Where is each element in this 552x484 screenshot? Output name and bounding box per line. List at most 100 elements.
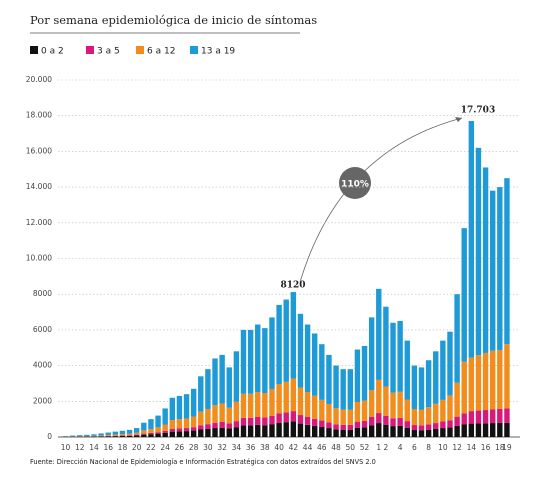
bar-segment — [91, 435, 97, 437]
x-tick-label: 34 — [232, 443, 242, 452]
bar-segment — [183, 418, 190, 429]
chart-title: Por semana epidemiológica de inicio de s… — [30, 13, 317, 27]
bar-segment — [255, 424, 261, 437]
bar-segment — [440, 428, 446, 437]
x-tick-label: 42 — [289, 443, 299, 452]
bar-segment — [304, 424, 311, 437]
x-tick-label: 4 — [398, 443, 403, 452]
bar-segment — [354, 349, 361, 403]
bar-segment — [247, 329, 254, 394]
bar-segment — [155, 427, 161, 433]
bar-segment — [148, 419, 154, 429]
bar-segment — [169, 431, 175, 437]
bar-segment — [84, 434, 90, 437]
bar-segment — [333, 429, 339, 437]
bar-segment — [304, 417, 311, 425]
bar-segment — [418, 425, 425, 431]
bar-segment — [126, 429, 133, 434]
bar-segment — [255, 417, 261, 425]
x-tick-label: 14 — [89, 443, 99, 452]
bar-segment — [425, 407, 432, 425]
bar-segment — [397, 391, 403, 418]
bar-segment — [141, 433, 147, 435]
bar-segment — [141, 422, 147, 431]
bar-segment — [468, 423, 475, 437]
bar-segment — [383, 415, 389, 425]
x-tick-label: 18 — [495, 443, 505, 452]
bar-segment — [226, 407, 232, 424]
bar-segment — [461, 424, 467, 437]
bar-segment — [126, 435, 133, 436]
bar-segment — [183, 431, 190, 437]
bar-segment — [297, 387, 304, 416]
bar-segment — [198, 376, 204, 412]
x-tick-label: 16 — [481, 443, 491, 452]
bar-segment — [319, 344, 325, 400]
bar-segment — [404, 399, 410, 422]
legend-swatch — [30, 46, 38, 54]
bar-segment — [297, 313, 304, 388]
bar-segment — [475, 355, 482, 411]
bar-segment — [176, 395, 183, 420]
bar-segment — [347, 369, 353, 410]
x-tick-label: 10 — [61, 443, 71, 452]
bar-segment — [247, 393, 254, 418]
bar-segment — [425, 429, 432, 437]
bar-segment — [390, 322, 396, 393]
arrow-head — [455, 117, 462, 122]
bar-segment — [169, 428, 175, 432]
bar-segment — [205, 428, 211, 437]
y-tick-label: 10.000 — [26, 254, 52, 263]
bar-segment — [112, 434, 119, 436]
bar-segment — [404, 340, 410, 400]
x-tick-label: 6 — [412, 443, 417, 452]
bar-segment — [190, 430, 197, 437]
bar-segment — [69, 435, 76, 437]
bar-segment — [198, 411, 204, 426]
bar-segment — [319, 427, 325, 437]
bar-segment — [162, 424, 168, 431]
bar-segment — [219, 422, 225, 428]
bar-segment — [390, 418, 396, 427]
bar-segment — [312, 425, 318, 437]
bar-segment — [447, 331, 453, 396]
bar-segment — [433, 428, 439, 437]
bar-segment — [247, 425, 254, 437]
x-tick-label: 52 — [360, 443, 370, 452]
bar-segment — [276, 383, 282, 414]
bar-segment — [276, 304, 282, 384]
bar-segment — [269, 415, 275, 425]
bar-segment — [290, 292, 297, 379]
bar-segment — [269, 424, 275, 437]
annotation: 17.703 — [461, 106, 495, 116]
x-tick-label: 46 — [317, 443, 327, 452]
bar-segment — [119, 430, 126, 435]
y-tick-label: 14.000 — [26, 182, 52, 191]
bar-segment — [433, 351, 439, 404]
bar-segment — [155, 415, 161, 428]
bar-segment — [497, 422, 503, 437]
bar-segment — [461, 413, 467, 425]
bar-segment — [490, 190, 496, 351]
bar-segment — [233, 421, 240, 428]
x-tick-label: 20 — [132, 443, 142, 452]
bar-segment — [134, 435, 140, 437]
bar-segment — [219, 354, 225, 404]
bar-segment — [262, 328, 268, 394]
bar-segment — [454, 382, 460, 417]
bar-segment — [169, 397, 175, 421]
bar-segment — [105, 436, 111, 437]
bar-segment — [411, 365, 418, 409]
bar-segment — [404, 421, 410, 428]
bar-segment — [198, 429, 204, 437]
bar-segment — [504, 422, 510, 437]
bar-segment — [490, 423, 496, 437]
x-tick-label: 14 — [467, 443, 477, 452]
bar-segment — [468, 121, 475, 358]
bar-segment — [490, 409, 496, 424]
bar-segment — [326, 403, 332, 423]
bar-segment — [212, 428, 218, 437]
x-tick-label: 19 — [502, 443, 512, 452]
y-tick-label: 2000 — [33, 396, 52, 405]
